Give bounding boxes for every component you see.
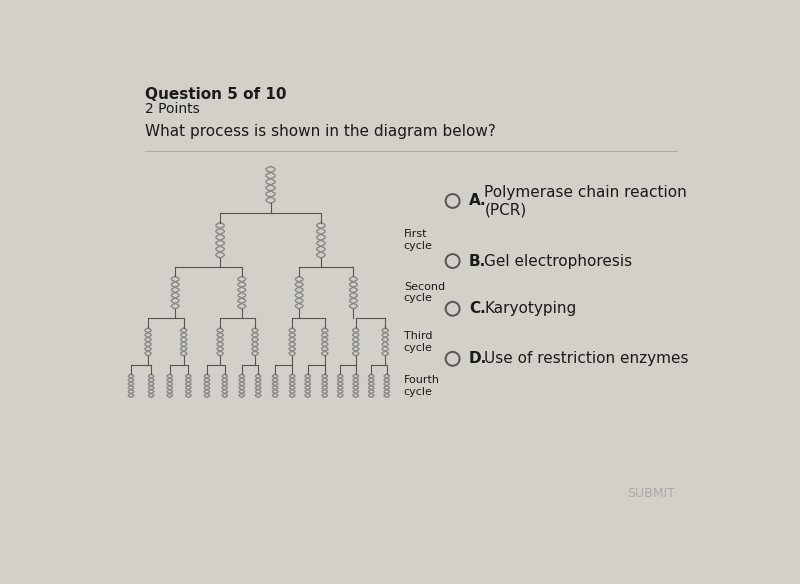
Text: Fourth
cycle: Fourth cycle bbox=[404, 375, 440, 397]
Text: A.: A. bbox=[469, 193, 486, 208]
Text: B.: B. bbox=[469, 253, 486, 269]
Text: 2 Points: 2 Points bbox=[145, 102, 200, 116]
Text: Karyotyping: Karyotyping bbox=[485, 301, 577, 317]
Text: What process is shown in the diagram below?: What process is shown in the diagram bel… bbox=[145, 124, 496, 139]
Text: Use of restriction enzymes: Use of restriction enzymes bbox=[485, 352, 689, 366]
Text: Polymerase chain reaction
(PCR): Polymerase chain reaction (PCR) bbox=[485, 185, 687, 217]
Text: Second
cycle: Second cycle bbox=[404, 282, 445, 304]
Text: C.: C. bbox=[469, 301, 486, 317]
Text: Gel electrophoresis: Gel electrophoresis bbox=[485, 253, 633, 269]
Text: D.: D. bbox=[469, 352, 487, 366]
Text: SUBMIT: SUBMIT bbox=[627, 486, 675, 500]
Text: Third
cycle: Third cycle bbox=[404, 331, 433, 353]
Text: Question 5 of 10: Question 5 of 10 bbox=[145, 87, 286, 102]
Text: First
cycle: First cycle bbox=[404, 230, 433, 251]
